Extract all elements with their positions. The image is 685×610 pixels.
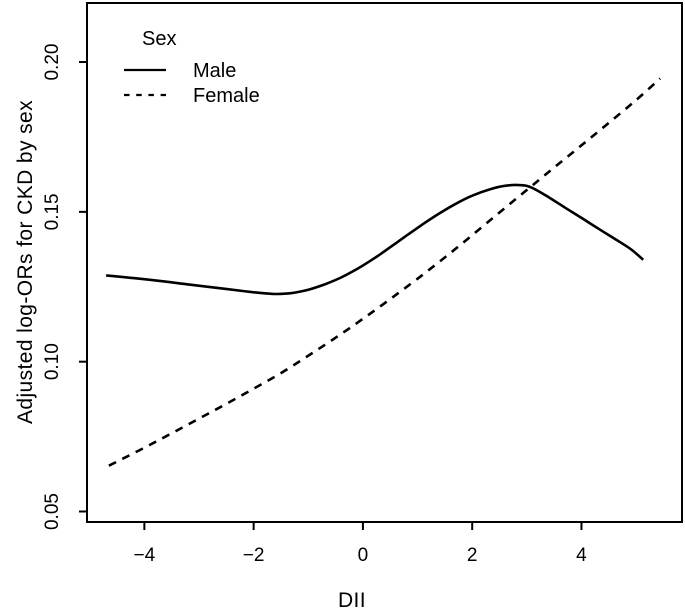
legend-female-label: Female	[193, 85, 260, 107]
y-axis: 0.05 0.10 0.15 0.20	[42, 44, 87, 530]
y-tick-label: 0.10	[42, 343, 63, 380]
y-tick-label: 0.05	[42, 493, 63, 530]
y-axis-title: Adjusted log-ORs for CKD by sex	[14, 100, 37, 424]
male-series-line	[105, 183, 645, 296]
legend-title: Sex	[142, 28, 176, 50]
x-axis: −4 −2 0 2 4	[134, 522, 587, 566]
legend: Sex Male Female	[124, 28, 260, 107]
series-group	[105, 77, 661, 467]
x-tick-label: 4	[576, 545, 587, 566]
x-axis-title: DII	[338, 589, 366, 610]
x-tick-label: −2	[243, 545, 265, 566]
x-tick-label: 0	[358, 545, 369, 566]
female-series-line	[108, 77, 661, 467]
x-tick-label: −4	[134, 545, 156, 566]
legend-male-label: Male	[193, 60, 236, 82]
plot-area-border	[86, 2, 683, 523]
x-tick-label: 2	[467, 545, 478, 566]
y-tick-label: 0.15	[42, 193, 63, 230]
y-tick-label: 0.20	[42, 44, 63, 81]
